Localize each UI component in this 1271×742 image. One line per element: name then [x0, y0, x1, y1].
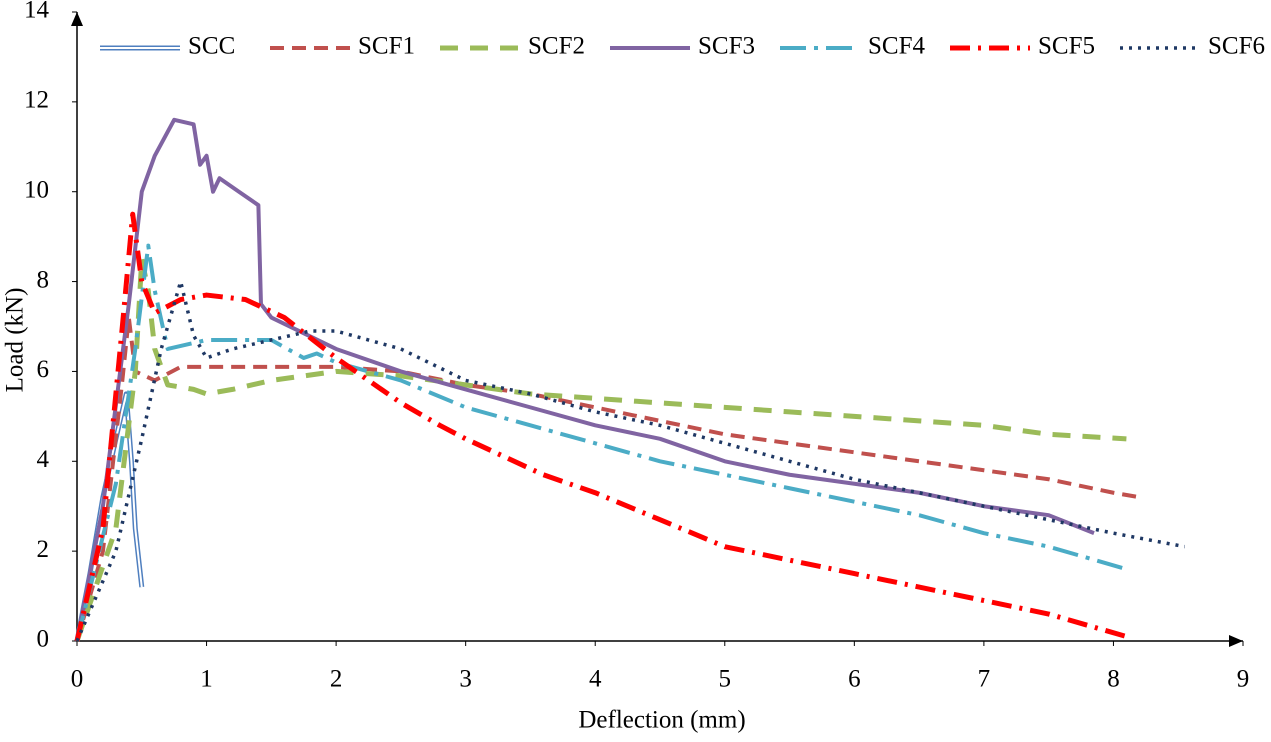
y-tick-label: 2: [37, 536, 50, 563]
y-tick-label: 6: [37, 356, 50, 383]
y-tick-label: 4: [37, 446, 50, 473]
x-tick-label: 9: [1237, 666, 1250, 693]
x-tick-label: 8: [1107, 666, 1120, 693]
y-tick-label: 14: [24, 0, 50, 24]
series-line: [75, 117, 1095, 642]
x-tick-label: 0: [71, 666, 84, 693]
x-axis-title: Deflection (mm): [578, 707, 745, 734]
legend-label: SCF6: [1208, 33, 1265, 60]
legend-label: SCF3: [698, 33, 755, 60]
series-line: [74, 256, 1127, 642]
legend-label: SCF2: [528, 33, 585, 60]
x-tick-label: 3: [459, 666, 472, 693]
y-axis-title: Load (kN): [2, 288, 29, 393]
legend-label: SCF5: [1038, 33, 1095, 60]
series-line: [75, 279, 1186, 642]
y-axis-arrow: [71, 12, 83, 26]
legend-label: SCF1: [358, 33, 415, 60]
x-tick-label: 6: [848, 666, 861, 693]
x-tick-label: 4: [589, 666, 602, 693]
series-line: [75, 315, 1140, 642]
y-tick-label: 12: [24, 87, 49, 114]
x-tick-label: 5: [719, 666, 732, 693]
series-line: [75, 243, 1127, 642]
series-line: [74, 211, 1128, 642]
y-tick-label: 10: [24, 176, 49, 203]
x-tick-label: 1: [200, 666, 213, 693]
y-tick-label: 0: [37, 626, 50, 653]
legend-label: SCC: [188, 33, 235, 60]
y-tick-label: 8: [37, 266, 50, 293]
x-tick-label: 7: [978, 666, 991, 693]
x-tick-label: 2: [330, 666, 343, 693]
x-axis-arrow: [1229, 635, 1243, 647]
legend-label: SCF4: [868, 33, 925, 60]
